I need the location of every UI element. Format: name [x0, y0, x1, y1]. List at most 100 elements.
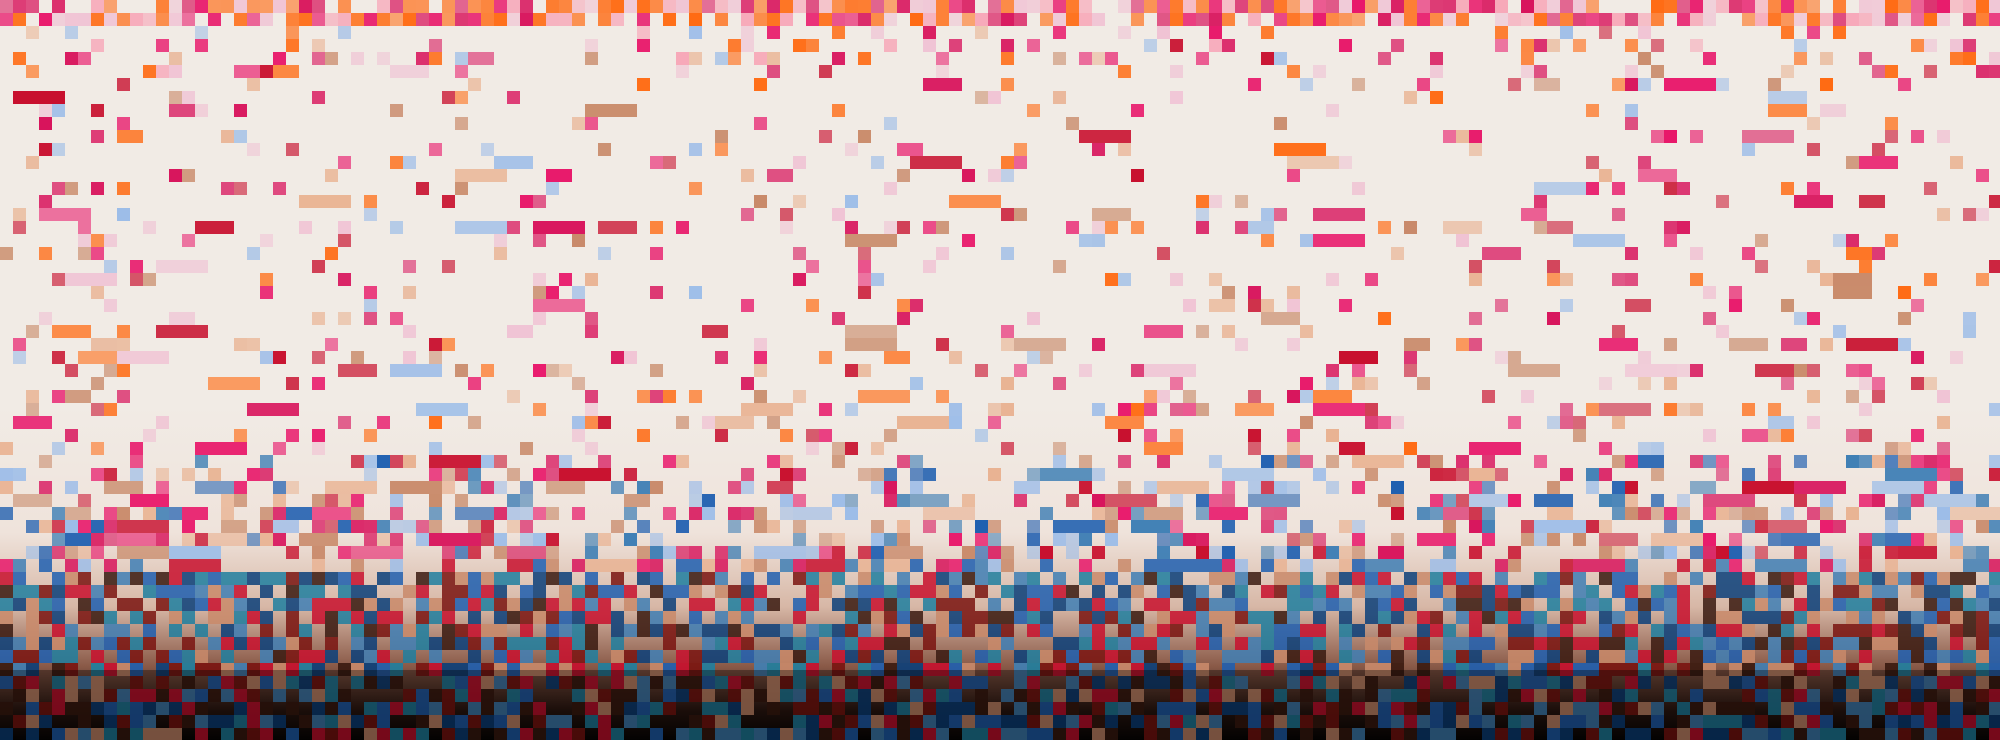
- mosaic-pixel: [1287, 156, 1339, 169]
- mosaic-pixel: [767, 52, 780, 65]
- mosaic-pixel: [1209, 195, 1222, 208]
- mosaic-pixel: [962, 702, 975, 715]
- mosaic-pixel: [260, 663, 273, 676]
- mosaic-pixel: [494, 546, 507, 559]
- mosaic-pixel: [429, 338, 442, 351]
- mosaic-pixel: [1300, 676, 1313, 689]
- mosaic-pixel: [0, 663, 13, 676]
- mosaic-pixel: [91, 0, 104, 13]
- mosaic-pixel: [1443, 468, 1456, 481]
- mosaic-pixel: [273, 533, 286, 546]
- mosaic-pixel: [1937, 676, 1950, 689]
- mosaic-pixel: [975, 91, 988, 104]
- mosaic-pixel: [1495, 468, 1508, 481]
- mosaic-pixel: [390, 624, 403, 637]
- mosaic-pixel: [1066, 533, 1079, 546]
- mosaic-pixel: [1859, 377, 1872, 390]
- mosaic-pixel: [1521, 0, 1534, 13]
- mosaic-pixel: [1820, 702, 1833, 715]
- mosaic-pixel: [234, 0, 247, 13]
- mosaic-pixel: [1781, 585, 1794, 598]
- mosaic-pixel: [1859, 663, 1872, 676]
- mosaic-pixel: [1690, 0, 1703, 13]
- mosaic-pixel: [1963, 572, 1976, 585]
- mosaic-pixel: [949, 624, 962, 637]
- mosaic-pixel: [325, 247, 338, 260]
- mosaic-pixel: [1339, 572, 1352, 585]
- mosaic-pixel: [1222, 650, 1235, 663]
- mosaic-pixel: [715, 637, 728, 650]
- mosaic-pixel: [1131, 0, 1144, 13]
- mosaic-pixel: [1703, 637, 1716, 650]
- mosaic-pixel: [572, 728, 585, 740]
- mosaic-pixel: [377, 520, 390, 533]
- mosaic-pixel: [377, 728, 390, 740]
- mosaic-pixel: [1482, 728, 1495, 740]
- mosaic-pixel: [1014, 585, 1027, 598]
- mosaic-pixel: [962, 728, 975, 740]
- mosaic-pixel: [1170, 91, 1183, 104]
- mosaic-pixel: [1846, 585, 1859, 598]
- mosaic-pixel: [494, 611, 507, 624]
- mosaic-pixel: [1573, 559, 1625, 572]
- mosaic-pixel: [377, 702, 390, 715]
- mosaic-pixel: [1794, 455, 1807, 468]
- mosaic-pixel: [1183, 390, 1196, 403]
- mosaic-pixel: [1794, 39, 1807, 52]
- mosaic-pixel: [1534, 572, 1547, 585]
- mosaic-pixel: [1170, 702, 1183, 715]
- mosaic-pixel: [1781, 13, 1794, 26]
- mosaic-pixel: [1638, 13, 1651, 26]
- mosaic-pixel: [663, 0, 676, 13]
- mosaic-pixel: [1950, 0, 1963, 13]
- mosaic-pixel: [1443, 624, 1456, 637]
- mosaic-pixel: [1612, 208, 1625, 221]
- mosaic-pixel: [1027, 611, 1040, 624]
- mosaic-pixel: [1391, 702, 1404, 715]
- mosaic-pixel: [91, 546, 104, 559]
- mosaic-pixel: [1235, 650, 1248, 663]
- mosaic-pixel: [1807, 663, 1820, 676]
- mosaic-pixel: [143, 273, 156, 286]
- mosaic-pixel: [1716, 559, 1729, 572]
- mosaic-pixel: [936, 559, 949, 572]
- mosaic-pixel: [1261, 0, 1274, 13]
- mosaic-pixel: [702, 416, 715, 429]
- mosaic-pixel: [1911, 377, 1924, 390]
- mosaic-pixel: [1495, 351, 1508, 364]
- mosaic-pixel: [624, 676, 637, 689]
- mosaic-pixel: [1794, 650, 1807, 663]
- mosaic-pixel: [793, 273, 806, 286]
- mosaic-pixel: [1014, 0, 1027, 13]
- mosaic-pixel: [26, 637, 39, 650]
- mosaic-pixel: [1404, 351, 1417, 364]
- mosaic-pixel: [143, 429, 156, 442]
- mosaic-pixel: [507, 702, 520, 715]
- mosaic-pixel: [585, 104, 637, 117]
- mosaic-pixel: [455, 572, 468, 585]
- mosaic-pixel: [1287, 546, 1300, 559]
- mosaic-pixel: [520, 650, 533, 663]
- mosaic-pixel: [0, 507, 13, 520]
- mosaic-pixel: [1742, 546, 1755, 559]
- mosaic-pixel: [637, 390, 650, 403]
- mosaic-pixel: [767, 169, 793, 182]
- mosaic-pixel: [1807, 416, 1820, 429]
- mosaic-pixel: [1196, 533, 1209, 546]
- mosaic-pixel: [1885, 663, 1898, 676]
- mosaic-pixel: [416, 728, 429, 740]
- mosaic-pixel: [52, 182, 65, 195]
- mosaic-pixel: [702, 689, 715, 702]
- mosaic-pixel: [169, 13, 182, 26]
- mosaic-pixel: [1495, 585, 1508, 598]
- mosaic-pixel: [1690, 702, 1703, 715]
- mosaic-pixel: [1144, 559, 1157, 572]
- mosaic-pixel: [1066, 117, 1079, 130]
- mosaic-pixel: [741, 13, 754, 26]
- mosaic-pixel: [1157, 26, 1170, 39]
- mosaic-pixel: [91, 728, 104, 740]
- mosaic-pixel: [962, 676, 975, 689]
- mosaic-pixel: [1599, 728, 1612, 740]
- mosaic-pixel: [507, 520, 520, 533]
- mosaic-pixel: [1820, 637, 1833, 650]
